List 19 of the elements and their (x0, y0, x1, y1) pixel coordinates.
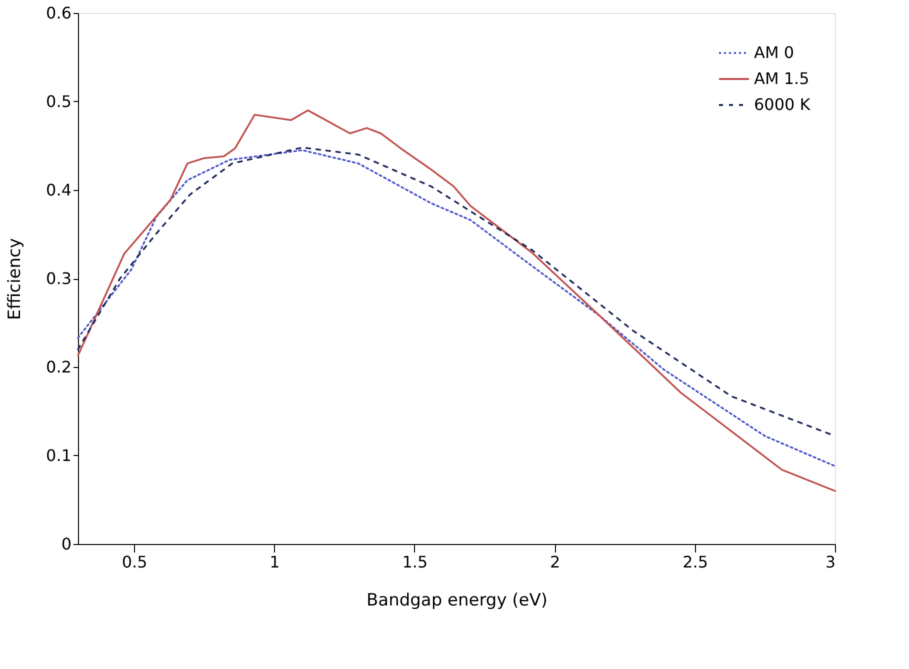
x-tick-label: 2 (550, 552, 560, 572)
x-tick-label: 1.5 (402, 552, 428, 572)
line-series (77, 109, 836, 492)
x-tick-label: 2.5 (682, 552, 708, 572)
y-axis-title: Efficiency (5, 238, 26, 320)
y-tick-label: 0.6 (46, 4, 72, 22)
x-axis-title: Bandgap energy (eV) (366, 590, 548, 610)
legend-label: 6000 K (754, 95, 811, 114)
x-tick-label: 1 (270, 552, 280, 572)
y-tick-label: 0.2 (46, 358, 72, 376)
y-tick-label: 0 (61, 534, 72, 554)
x-tick-label: 3 (825, 552, 836, 572)
legend-label: AM 1.5 (754, 69, 810, 88)
x-tick-label: 0.5 (122, 552, 148, 572)
legend-label: AM 0 (754, 43, 794, 62)
y-tick-label: 0.1 (46, 446, 72, 465)
y-tick-label: 0.3 (46, 269, 72, 288)
y-tick-label: 0.4 (46, 180, 72, 200)
y-tick-label: 0.5 (46, 92, 72, 111)
